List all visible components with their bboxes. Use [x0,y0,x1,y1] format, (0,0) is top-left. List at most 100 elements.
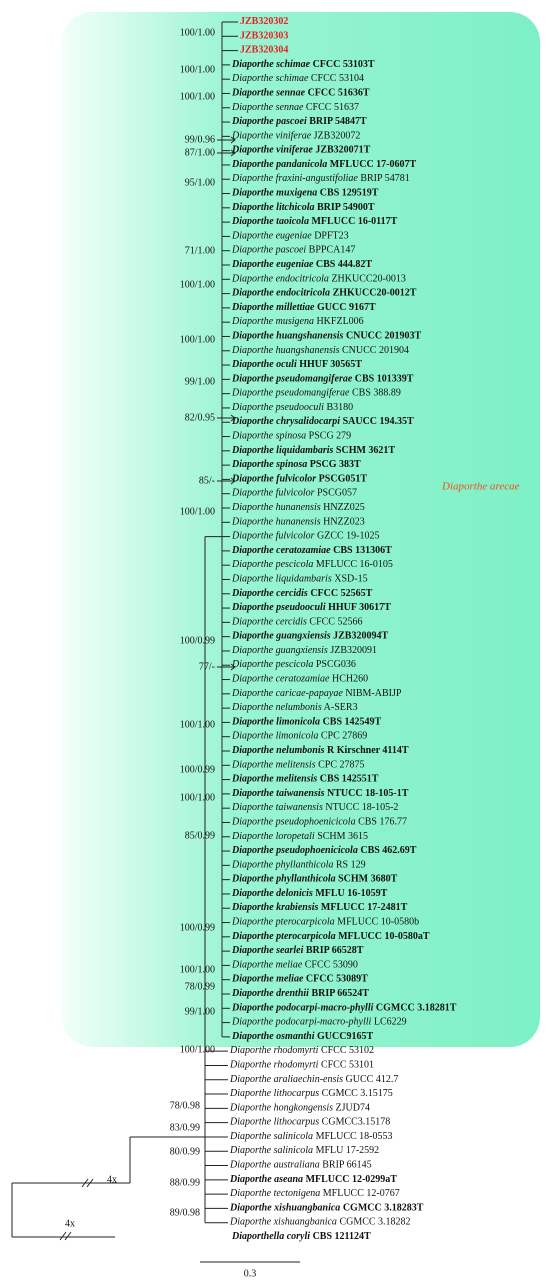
species-name: Diaporthe nelumbonis [231,745,325,756]
species-name: Diaporthe rhodomyrti [229,1060,319,1071]
strain: CFCC 52566 [309,617,362,628]
strain: RS 129 [336,860,366,871]
strain: CBS 121124T [313,1231,371,1242]
taxon-label: Diaporthe pescicola MFLUCC 16-0105 [231,559,393,570]
strain: XSD-15 [334,574,367,585]
taxon-label: JZB320303 [240,31,288,42]
taxon-label: Diaporthe guangxiensis JZB320094T [231,631,388,642]
strain: CNUCC 201903T [346,331,422,342]
species-name: Diaporthe cercidis [231,617,307,628]
species-name: Diaporthe meliae [231,974,304,985]
strain: MFLUCC 10-0580b [337,917,419,928]
strain: CNUCC 201904 [342,345,409,356]
species-name: Diaporthe pseudooculi [231,402,324,413]
species-name: Diaporthe chrysalidocarpi [231,417,340,428]
species-name: Diaporthe pseudophoenicicola [231,817,356,828]
taxon-label: Diaporthe pseudophoenicicola CBS 176.77 [231,817,407,828]
species-name: Diaporthe meliae [231,960,303,971]
support-value: 100/1.00 [180,91,215,102]
support-value: 100/1.00 [180,279,215,290]
species-name: Diaporthe limonicola [231,717,320,728]
taxon-label: Diaporthe lithocarpus CGMCC 3.15175 [229,1088,393,1099]
strain: ZJUD74 [336,1103,370,1114]
taxon-label: Diaporthe caricae-papayae NIBM-ABIJP [231,688,402,699]
strain: CFCC 53104 [311,73,364,84]
taxon-label: Diaporthe rhodomyrti CFCC 53101 [229,1060,374,1071]
strain: NTUCC 18-105-1T [327,788,409,799]
support-value: 100/1.00 [180,334,215,345]
taxon-label: Diaporthe endocitricola ZHKUCC20-0012T [231,288,417,299]
species-name: Diaporthe spinosa [231,431,306,442]
taxon-label: Diaporthe pascoei BPPCA147 [231,245,355,256]
strain: CGMCC 3.18283T [343,1203,424,1214]
species-name: Diaporthe millettiae [231,302,315,313]
strain: SCHM 3621T [336,445,396,456]
taxon-label: Diaporthe cercidis CFCC 52565T [231,588,373,599]
strain: CBS 129519T [320,188,379,199]
strain: MFLUCC 12-0767 [323,1188,400,1199]
species-name: Diaporthe viniferae [231,131,312,142]
support-value: 100/0.99 [180,922,215,933]
species-name: Diaporthe musigena [231,316,314,327]
taxon-label: Diaporthe huangshanensis CNUCC 201903T [231,331,422,342]
species-name: Diaporthe taiwanensis [231,788,325,799]
species-name: Diaporthe pandanicola [231,159,327,170]
species-name: Diaporthe hunanensis [231,517,321,528]
strain: JZB320303 [240,31,288,42]
strain: JZB320071T [315,145,370,156]
species-name: Diaporthe hunanensis [231,502,321,513]
strain: SCHM 3615 [317,831,368,842]
strain: BRIP 54900T [317,202,375,213]
strain: ZHKUCC20-0013 [331,274,405,285]
support-value: 100/1.00 [180,64,215,75]
species-name: Diaporthe limonicola [231,731,318,742]
support-value: 100/0.99 [180,635,215,646]
taxon-label: Diaporthe fulvicolor GZCC 19-1025 [231,531,380,542]
strain: LC6229 [374,1017,407,1028]
support-value: 71/1.00 [185,245,215,256]
taxon-label: Diaporthe xishuangbanica CGMCC 3.18282 [229,1217,411,1228]
species-name: Diaporthe huangshanensis [231,331,344,342]
branch [11,1136,205,1238]
species-name: Diaporthe eugeniae [231,259,314,270]
species-name: Diaporthe podocarpi-macro-phylli [231,1003,374,1014]
taxon-label: Diaporthe aseana MFLUCC 12-0299aT [229,1174,397,1185]
clade-label: Diaporthe arecae [441,481,520,493]
strain: GZCC 19-1025 [317,531,380,542]
strain: BRIP 54847T [309,116,367,127]
species-name: Diaporthe xishuangbanica [229,1203,340,1214]
taxon-label: Diaporthe pterocarpicola MFLUCC 10-0580b [231,917,419,928]
taxon-label: Diaporthe delonicis MFLU 16-1059T [231,888,388,899]
taxon-label: Diaporthella coryli CBS 121124T [231,1231,371,1242]
taxon-label: Diaporthe pescicola PSCG036 [231,660,356,671]
strain: CBS 444.82T [316,259,372,270]
support-arrow [217,477,236,485]
species-name: Diaporthe melitensis [231,774,317,785]
species-name: Diaporthe muxigena [231,188,317,199]
species-name: Diaporthe liquidambaris [231,574,332,585]
taxon-label: Diaporthe meliae CFCC 53090 [231,960,358,971]
support-value: 100/1.00 [180,27,215,38]
support-value: 85/0.99 [185,830,215,841]
taxon-label: JZB320304 [240,45,288,56]
species-name: Diaporthe lithocarpus [229,1088,319,1099]
species-name: Diaporthe searlei [231,945,304,956]
taxon-label: Diaporthe millettiae GUCC 9167T [231,302,376,313]
strain: CGMCC 3.18282 [339,1217,410,1228]
strain: MFLUCC 10-0580aT [338,931,430,942]
taxon-label: Diaporthe rhodomyrti CFCC 53102 [229,1045,374,1056]
strain: HHUF 30565T [299,359,362,370]
taxon-label: Diaporthe hunanensis HNZZ025 [231,502,365,513]
taxon-label: Diaporthe drenthii BRIP 66524T [231,988,369,999]
species-name: Diaporthe pseudophoenicicola [231,845,358,856]
strain: MFLUCC 16-0117T [311,216,397,227]
species-name: Diaporthe pescicola [231,660,313,671]
taxon-label: Diaporthe nelumbonis R Kirschner 4114T [231,745,409,756]
species-name: Diaporthe liquidambaris [231,445,334,456]
taxon-label: Diaporthe oculi HHUF 30565T [231,359,362,370]
species-name: Diaporthe salinicola [229,1146,313,1157]
taxon-label: Diaporthe guangxiensis JZB320091 [231,645,377,656]
species-name: Diaporthe pseudooculi [231,602,326,613]
support-value: 100/1.00 [180,792,215,803]
